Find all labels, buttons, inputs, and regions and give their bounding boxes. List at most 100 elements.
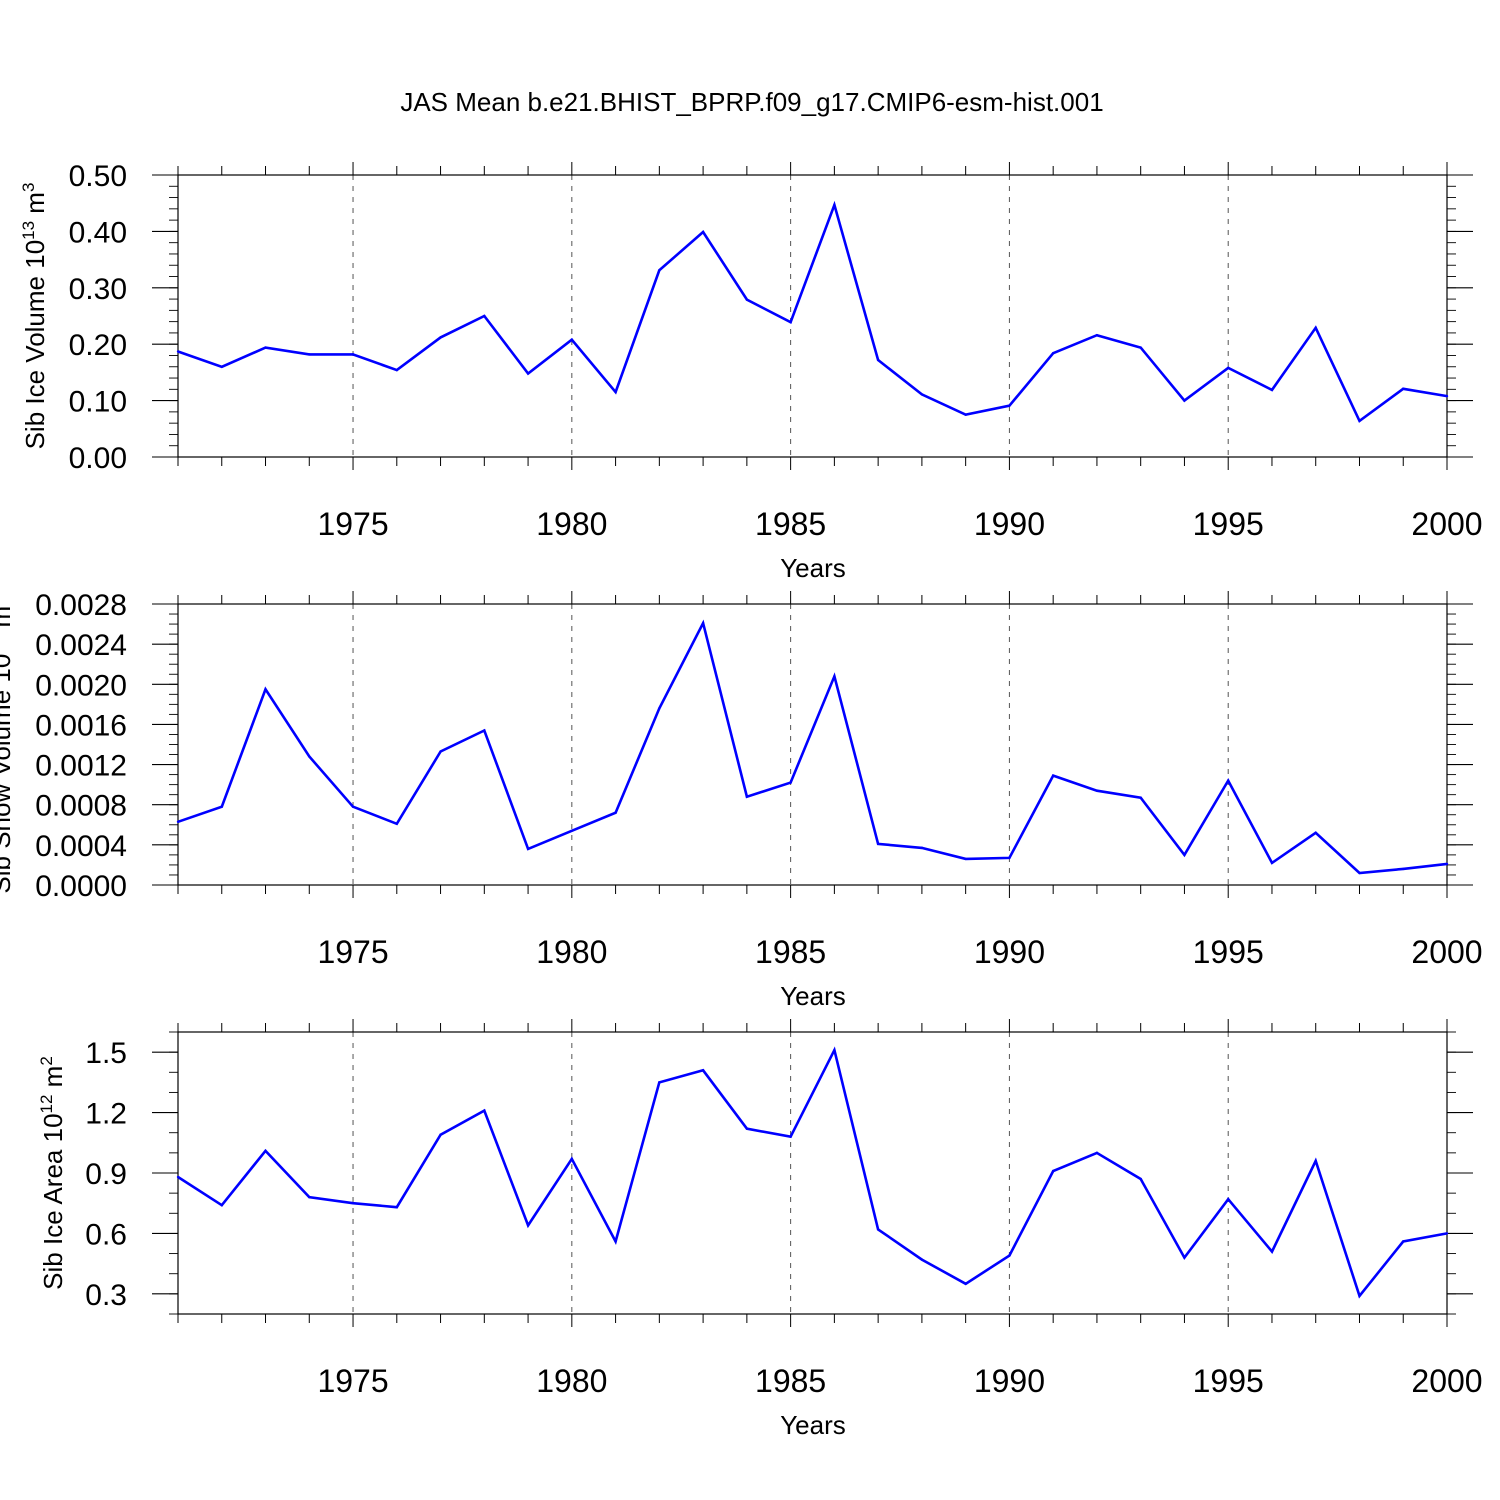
data-point bbox=[1358, 419, 1361, 423]
chart-title: JAS Mean b.e21.BHIST_BPRP.f09_g17.CMIP6-… bbox=[400, 87, 1103, 117]
data-point bbox=[876, 1228, 880, 1231]
data-point bbox=[1358, 1294, 1361, 1298]
y-tick-label: 0.0012 bbox=[35, 750, 127, 783]
data-point bbox=[964, 413, 967, 416]
x-tick-label: 2000 bbox=[1411, 934, 1482, 970]
data-point bbox=[1227, 1197, 1230, 1201]
data-point bbox=[833, 203, 836, 207]
data-point bbox=[745, 1127, 749, 1130]
x-axis-title: Years bbox=[780, 553, 846, 583]
y-axis-title: Sib Ice Volume 1013 m3 bbox=[19, 183, 50, 450]
x-tick-label: 1980 bbox=[536, 1363, 607, 1399]
data-point bbox=[483, 1109, 486, 1112]
data-point bbox=[1008, 1254, 1011, 1257]
plot-frame bbox=[177, 603, 1448, 886]
data-point bbox=[658, 269, 661, 272]
data-point bbox=[876, 358, 880, 362]
data-point bbox=[1095, 789, 1099, 792]
data-point bbox=[1445, 394, 1449, 398]
data-point bbox=[351, 1202, 355, 1205]
data-point bbox=[439, 750, 442, 753]
x-tick-label: 1995 bbox=[1193, 506, 1264, 542]
plot-frame bbox=[177, 174, 1448, 458]
data-point bbox=[1183, 399, 1186, 402]
panel-3: 0.3 0.6 0.9 1.2 1.5 1975 1980 1985 1990 1995 2000 Y… bbox=[37, 1019, 1483, 1440]
data-point bbox=[483, 314, 486, 318]
data-point bbox=[658, 1081, 661, 1084]
data-point bbox=[1008, 404, 1011, 407]
data-point bbox=[526, 847, 530, 851]
y-tick-label: 0.30 bbox=[69, 273, 127, 306]
data-point bbox=[1095, 1151, 1099, 1155]
data-point bbox=[1139, 1177, 1142, 1181]
data-point bbox=[1314, 1159, 1317, 1163]
x-tick-label: 1975 bbox=[317, 506, 388, 542]
data-point bbox=[1183, 853, 1186, 857]
data-point bbox=[264, 346, 267, 349]
y-tick-label: 0.0028 bbox=[35, 589, 127, 622]
data-point bbox=[1314, 326, 1317, 330]
x-tick-label: 1990 bbox=[974, 506, 1045, 542]
y-tick-label: 0.6 bbox=[85, 1218, 127, 1251]
data-point bbox=[570, 338, 574, 341]
data-point bbox=[395, 822, 398, 825]
data-point bbox=[920, 846, 924, 850]
data-point bbox=[833, 1048, 836, 1052]
data-point bbox=[614, 1240, 617, 1243]
data-point bbox=[1358, 871, 1361, 875]
x-tick-label: 1980 bbox=[536, 934, 607, 970]
data-point bbox=[264, 1149, 267, 1153]
data-point bbox=[395, 368, 398, 372]
data-point bbox=[1270, 388, 1274, 392]
panel-2: 0.0000 0.0004 0.0008 0.0012 0.0016 0.0020 0.00… bbox=[0, 589, 1483, 1011]
y-tick-label: 0.0008 bbox=[35, 790, 127, 823]
data-point bbox=[920, 393, 924, 396]
data-point bbox=[1270, 861, 1274, 865]
data-point bbox=[1051, 1169, 1055, 1173]
data-point bbox=[526, 1224, 530, 1227]
data-point bbox=[176, 1175, 180, 1179]
data-point bbox=[876, 842, 880, 846]
x-tick-label: 1995 bbox=[1193, 1363, 1264, 1399]
y-tick-label: 0.0000 bbox=[35, 870, 127, 903]
y-tick-label: 0.40 bbox=[69, 216, 127, 249]
y-tick-label: 0.0004 bbox=[35, 830, 127, 863]
y-tick-label: 0.00 bbox=[69, 442, 127, 475]
data-point bbox=[1139, 346, 1142, 349]
data-point bbox=[789, 781, 792, 784]
data-point bbox=[1314, 831, 1317, 835]
data-point bbox=[1270, 1250, 1274, 1253]
data-point bbox=[658, 707, 661, 710]
y-tick-label: 0.10 bbox=[69, 386, 127, 419]
y-tick-label: 1.5 bbox=[85, 1037, 127, 1070]
data-point bbox=[526, 372, 530, 375]
data-point bbox=[1183, 1256, 1186, 1259]
x-tick-label: 1985 bbox=[755, 506, 826, 542]
data-point bbox=[308, 1195, 311, 1199]
data-point bbox=[701, 1069, 705, 1072]
data-series-line bbox=[177, 200, 1448, 423]
data-point bbox=[395, 1206, 398, 1209]
data-point bbox=[964, 1282, 967, 1285]
panel-1: 0.00 0.10 0.20 0.30 0.40 0.50 1975 1980 1985 1990… bbox=[19, 160, 1483, 583]
data-point bbox=[483, 729, 486, 732]
data-point bbox=[351, 353, 355, 356]
data-point bbox=[789, 321, 792, 324]
data-point bbox=[220, 1204, 223, 1207]
data-point bbox=[1051, 774, 1055, 777]
data-point bbox=[1095, 333, 1099, 337]
x-tick-label: 1990 bbox=[974, 934, 1045, 970]
data-point bbox=[264, 688, 267, 691]
data-point bbox=[351, 805, 355, 808]
data-point bbox=[701, 230, 705, 234]
data-point bbox=[308, 755, 311, 758]
data-point bbox=[1051, 352, 1055, 355]
data-point bbox=[964, 857, 967, 861]
plot-frame bbox=[177, 1031, 1448, 1315]
data-point bbox=[308, 353, 311, 356]
data-point bbox=[614, 390, 617, 394]
y-axis-title: Sib Snow Volume 1013 m3 bbox=[0, 596, 16, 893]
x-tick-label: 1995 bbox=[1193, 934, 1264, 970]
data-series-line bbox=[177, 619, 1448, 875]
